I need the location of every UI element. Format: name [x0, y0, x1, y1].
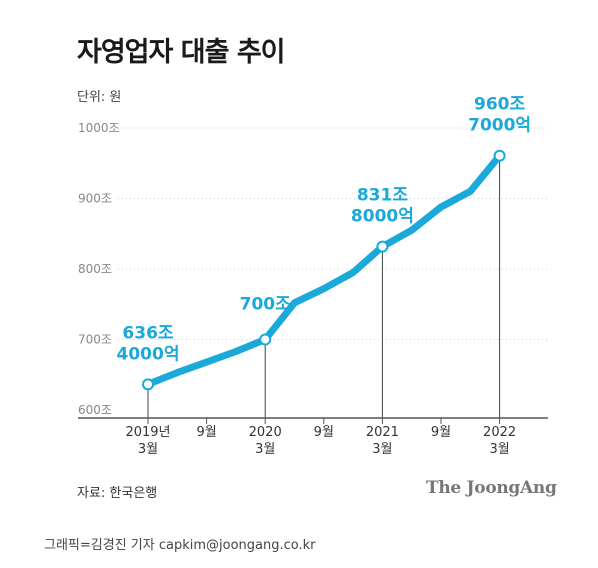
chart-title: 자영업자 대출 추이	[77, 37, 286, 68]
x-tick-label: 2019년	[125, 425, 170, 440]
data-label: 960조	[474, 95, 525, 115]
data-label-sub: 7000억	[468, 116, 531, 136]
data-point	[259, 333, 272, 346]
source-note: 자료: 한국은행	[77, 486, 158, 501]
x-tick-label-sub: 3월	[255, 442, 275, 457]
x-tick-label-sub: 3월	[372, 442, 392, 457]
x-tick-label: 9월	[314, 425, 334, 440]
y-tick-label: 1000조	[78, 121, 120, 135]
data-label: 636조	[122, 323, 173, 343]
x-tick-label: 9월	[431, 425, 451, 440]
y-tick-label: 900조	[78, 192, 112, 206]
x-tick-label: 2022	[483, 425, 516, 440]
data-point	[376, 240, 389, 253]
data-label-sub: 8000억	[351, 207, 414, 227]
brand-logo: The JoongAng	[426, 478, 557, 498]
graphic-credit: 그래픽=김경진 기자 capkim@joongang.co.kr	[44, 538, 316, 553]
series-line	[144, 152, 504, 388]
data-point	[493, 149, 506, 162]
y-tick-label: 700조	[78, 333, 112, 347]
x-tick-label: 9월	[196, 425, 216, 440]
x-tick-label-sub: 3월	[489, 442, 509, 457]
data-label: 700조	[240, 295, 291, 315]
data-point	[142, 378, 154, 391]
data-label: 831조	[357, 186, 408, 206]
unit-label: 단위: 원	[77, 90, 122, 105]
x-tick-label: 2020	[249, 425, 282, 440]
x-tick-label: 2021	[366, 425, 399, 440]
y-tick-label: 800조	[78, 262, 112, 276]
data-label-sub: 4000억	[117, 344, 180, 364]
y-tick-label: 600조	[78, 403, 112, 417]
x-tick-label-sub: 3월	[138, 442, 158, 457]
